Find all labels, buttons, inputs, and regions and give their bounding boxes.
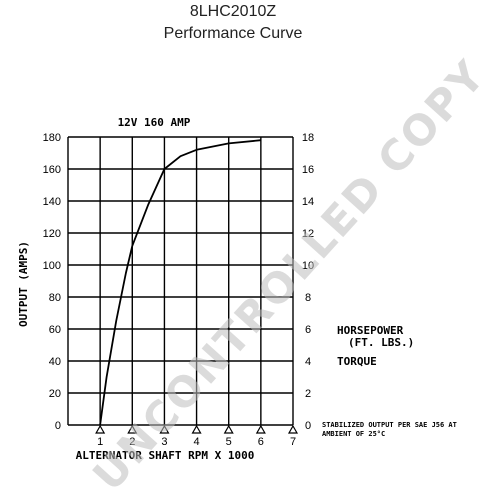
- y-tick-label: 120: [43, 228, 61, 240]
- y-tick-label: 60: [49, 324, 61, 336]
- plot-area: [99, 139, 261, 426]
- y-axis-label: OUTPUT (AMPS): [17, 241, 30, 327]
- x-tick-marker: [223, 424, 234, 434]
- tick-labels: 0204060801001201401601800246810121416181…: [43, 132, 314, 448]
- x-tick-label: 2: [129, 436, 135, 448]
- note-line-2: AMBIENT OF 25°C: [322, 430, 385, 438]
- torque-label: TORQUE: [337, 355, 377, 368]
- note-line-1: STABILIZED OUTPUT PER SAE J56 AT: [322, 421, 457, 429]
- y2-tick-label: 16: [302, 164, 314, 176]
- x-tick-label: 6: [258, 436, 264, 448]
- x-tick-label: 7: [290, 436, 296, 448]
- y2-tick-label: 10: [302, 260, 314, 272]
- x-tick-label: 3: [161, 436, 167, 448]
- y2-tick-label: 0: [305, 420, 311, 432]
- y-tick-label: 80: [49, 292, 61, 304]
- y2-tick-label: 4: [305, 356, 311, 368]
- y-tick-label: 140: [43, 196, 61, 208]
- y-tick-label: 180: [43, 132, 61, 144]
- chart-title: 12V 160 AMP: [118, 116, 191, 129]
- x-tick-marker: [95, 424, 106, 434]
- model-title: 8LHC2010Z: [190, 3, 277, 20]
- y2-tick-label: 14: [302, 196, 314, 208]
- y-tick-label: 20: [49, 388, 61, 400]
- x-tick-label: 1: [97, 436, 103, 448]
- y2-tick-label: 2: [305, 388, 311, 400]
- y-tick-label: 100: [43, 260, 61, 272]
- chart-subtitle: Performance Curve: [164, 25, 303, 42]
- y2-tick-label: 12: [302, 228, 314, 240]
- y2-tick-label: 18: [302, 132, 314, 144]
- grid-lines: [67, 136, 294, 426]
- ft-lbs-label: (FT. LBS.): [348, 336, 414, 349]
- y2-tick-label: 8: [305, 292, 311, 304]
- output-curve: [99, 139, 261, 426]
- x-tick-marker: [287, 424, 299, 434]
- y-tick-label: 0: [55, 420, 61, 432]
- x-tick-label: 5: [226, 436, 232, 448]
- y2-tick-label: 6: [305, 324, 311, 336]
- x-tick-marker: [159, 424, 170, 434]
- x-axis-label: ALTERNATOR SHAFT RPM X 1000: [76, 449, 255, 462]
- y-tick-label: 40: [49, 356, 61, 368]
- x-tick-label: 4: [194, 436, 200, 448]
- x-tick-marker: [127, 424, 138, 434]
- x-tick-marker: [191, 424, 202, 434]
- horsepower-label: HORSEPOWER: [337, 324, 404, 337]
- x-tick-marker: [255, 424, 266, 434]
- y-tick-label: 160: [43, 164, 61, 176]
